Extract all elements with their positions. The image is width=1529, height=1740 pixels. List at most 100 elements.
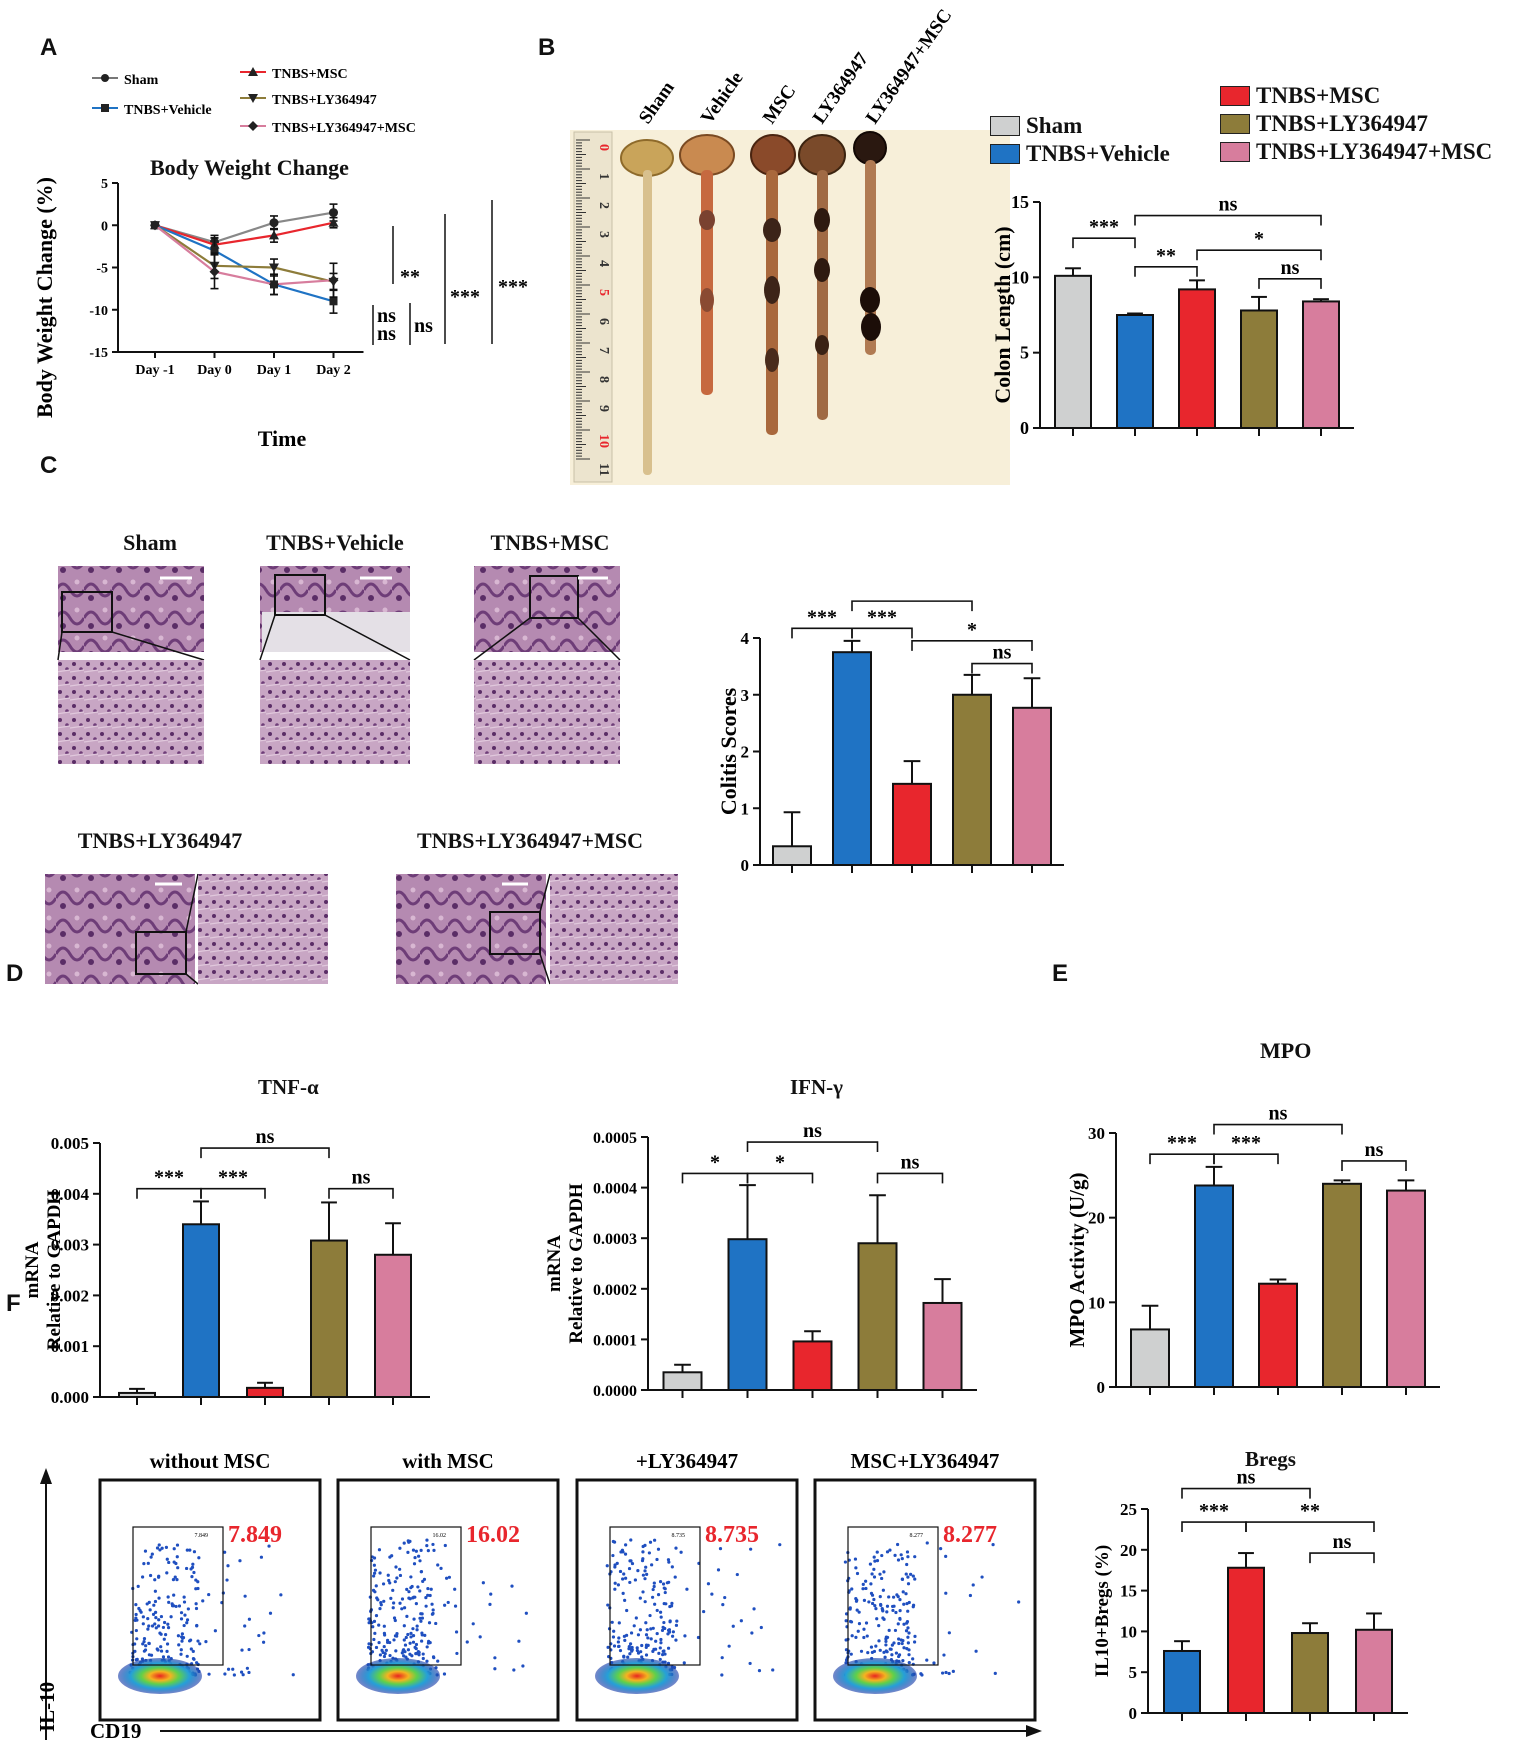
significance-bracket <box>1134 265 1198 277</box>
flow-event <box>192 1570 196 1575</box>
flow-event <box>268 1611 273 1615</box>
flow-event <box>879 1603 883 1607</box>
flow-event <box>644 1621 648 1625</box>
histo-title-msc: TNBS+MSC <box>490 530 610 555</box>
flow-event <box>377 1640 381 1645</box>
flow-event <box>850 1634 854 1638</box>
flow-event <box>885 1610 889 1614</box>
y-tick-label: 10 <box>1088 1293 1105 1312</box>
flow-event <box>267 1544 271 1548</box>
flow-event <box>414 1647 418 1651</box>
flow-event <box>406 1648 411 1652</box>
y-tick-label: 0.003 <box>51 1236 89 1255</box>
flow-event <box>165 1642 170 1646</box>
significance-label: ** <box>1156 245 1176 267</box>
significance-bracket <box>200 1187 266 1199</box>
significance-label: *** <box>867 606 897 628</box>
flow-event <box>421 1656 425 1661</box>
flow-event <box>901 1590 905 1594</box>
y-tick-label: 30 <box>1088 1124 1105 1143</box>
panel-label-b: B <box>538 34 556 61</box>
flow-event <box>409 1586 413 1590</box>
flow-event <box>617 1621 621 1625</box>
flow-event <box>866 1651 870 1655</box>
flow-event <box>204 1640 208 1644</box>
flow-event <box>885 1604 890 1608</box>
flow-event <box>158 1548 162 1552</box>
flow-event <box>171 1604 176 1608</box>
flow-event <box>892 1641 896 1645</box>
flow-event <box>868 1562 873 1566</box>
flow-event <box>628 1642 633 1646</box>
flow-event <box>629 1631 634 1635</box>
flow-event <box>165 1557 169 1561</box>
flow-event <box>641 1550 645 1554</box>
flow-event <box>611 1635 616 1639</box>
flow-event <box>392 1638 396 1642</box>
flow-event <box>636 1633 641 1637</box>
flow-event <box>897 1641 901 1646</box>
flow-event <box>191 1562 195 1566</box>
flow-event <box>653 1602 657 1606</box>
tnf-chart: 0.000 0.001 0.002 0.003 0.004 0.005 mRNA Relati… <box>22 1126 430 1407</box>
flow-event <box>696 1635 701 1640</box>
flow-event <box>613 1581 617 1585</box>
flow-event <box>720 1656 724 1660</box>
significance-bracket <box>746 1172 814 1184</box>
histo-ly-msc <box>396 873 678 985</box>
flow-event <box>367 1642 371 1646</box>
flow-event <box>635 1649 640 1653</box>
flow-event <box>854 1635 858 1639</box>
flow-event <box>417 1653 421 1657</box>
flow-event <box>180 1639 184 1643</box>
flow-event <box>179 1617 184 1621</box>
flow-event <box>436 1659 440 1663</box>
flow-event <box>420 1633 424 1637</box>
flow-event <box>661 1625 665 1629</box>
flow-event <box>134 1612 138 1617</box>
flow-event <box>869 1582 873 1586</box>
flow-event <box>661 1582 666 1586</box>
flow-event <box>685 1587 689 1591</box>
flow-event <box>154 1626 158 1630</box>
flow-event <box>150 1624 155 1628</box>
flow-event <box>143 1549 148 1553</box>
flow-event <box>243 1624 247 1628</box>
flow-event <box>898 1598 902 1602</box>
legend-item-lymsc: TNBS+LY364947+MSC <box>1220 139 1492 165</box>
y-tick-label: 0.005 <box>51 1134 89 1153</box>
flow-event <box>191 1649 195 1653</box>
flow-event <box>145 1602 149 1606</box>
ruler-number: 5 <box>596 289 611 296</box>
flow-event <box>1017 1600 1021 1604</box>
series-line <box>154 224 334 303</box>
significance-bracket <box>876 1172 944 1184</box>
flow-event <box>621 1591 625 1595</box>
y-tick-label: 15 <box>1120 1582 1137 1601</box>
flow-event <box>611 1553 615 1558</box>
flow-event <box>901 1659 905 1663</box>
flow-event <box>157 1596 161 1600</box>
flow-event <box>409 1575 413 1579</box>
y-tick-label: 5 <box>101 177 108 192</box>
flow-event <box>427 1621 432 1625</box>
flow-event <box>406 1550 410 1554</box>
flow-event <box>723 1595 727 1600</box>
flow-event <box>884 1643 888 1647</box>
y-tick-label: 0.000 <box>51 1388 89 1407</box>
flow-event <box>655 1557 659 1562</box>
flow-event <box>618 1649 623 1653</box>
flow-event <box>262 1631 266 1635</box>
data-point <box>210 246 219 255</box>
flow-event <box>663 1587 667 1591</box>
flow-event <box>421 1579 425 1583</box>
data-point <box>269 279 279 290</box>
flow-event <box>651 1587 655 1592</box>
flow-event <box>904 1592 908 1596</box>
flow-density <box>118 1658 202 1694</box>
flow-event <box>384 1648 388 1652</box>
flow-event <box>629 1559 633 1563</box>
flow-event <box>182 1595 186 1599</box>
flow-event <box>439 1566 443 1570</box>
flow-event <box>885 1550 890 1554</box>
